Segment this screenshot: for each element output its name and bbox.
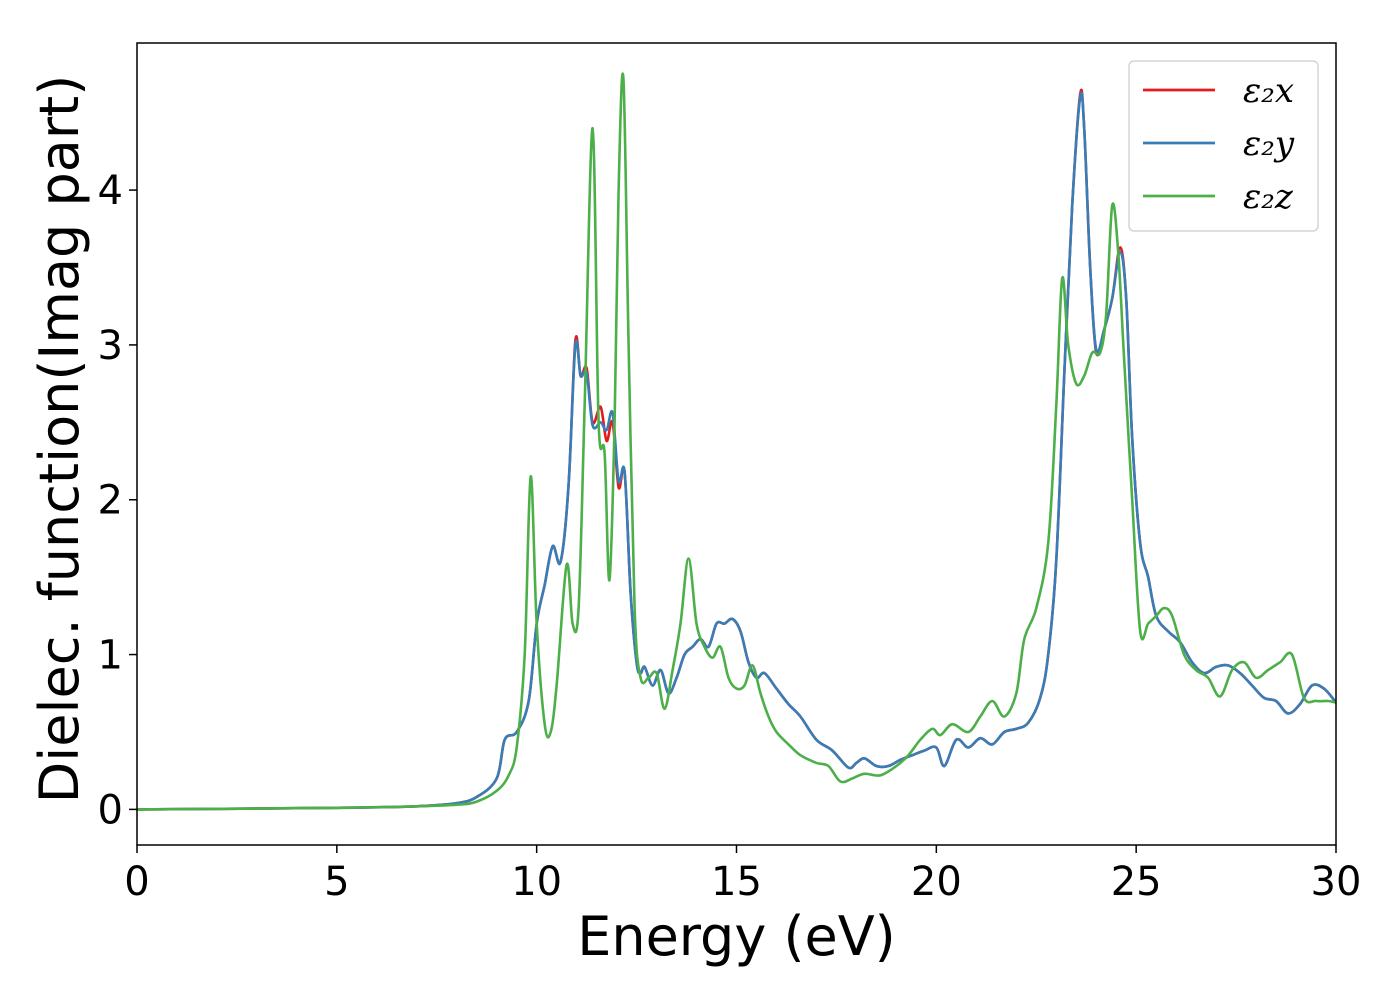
x-tick-label: 30 <box>1311 859 1362 905</box>
legend-label-2: ε₂z <box>1243 177 1294 217</box>
series-line-1 <box>137 91 1336 811</box>
series-layer <box>137 72 1336 811</box>
y-tick-label: 4 <box>98 168 123 214</box>
x-axis-title: Energy (eV) <box>577 905 896 968</box>
y-tick-label: 3 <box>98 323 123 369</box>
legend-box <box>1128 60 1319 232</box>
x-tick-label: 15 <box>711 859 762 905</box>
legend-items: ε₂x ε₂y ε₂z <box>1143 71 1295 217</box>
y-tick-label: 0 <box>98 787 123 833</box>
y-axis: 0 1 2 3 4 <box>98 168 137 833</box>
x-tick-label: 5 <box>324 859 349 905</box>
y-tick-label: 2 <box>98 478 123 524</box>
x-axis: 0 5 10 15 20 25 30 <box>124 845 1361 905</box>
y-axis-title: Dielec. function(Imag part) <box>28 75 91 804</box>
x-tick-label: 25 <box>1111 859 1162 905</box>
x-tick-label: 0 <box>124 859 149 905</box>
series-line-2 <box>137 72 1336 811</box>
x-tick-label: 10 <box>511 859 562 905</box>
legend: ε₂x ε₂y ε₂z <box>1128 60 1319 232</box>
legend-label-1: ε₂y <box>1243 124 1295 164</box>
legend-label-0: ε₂x <box>1243 71 1294 111</box>
y-tick-label: 1 <box>98 633 123 679</box>
x-tick-label: 20 <box>911 859 962 905</box>
